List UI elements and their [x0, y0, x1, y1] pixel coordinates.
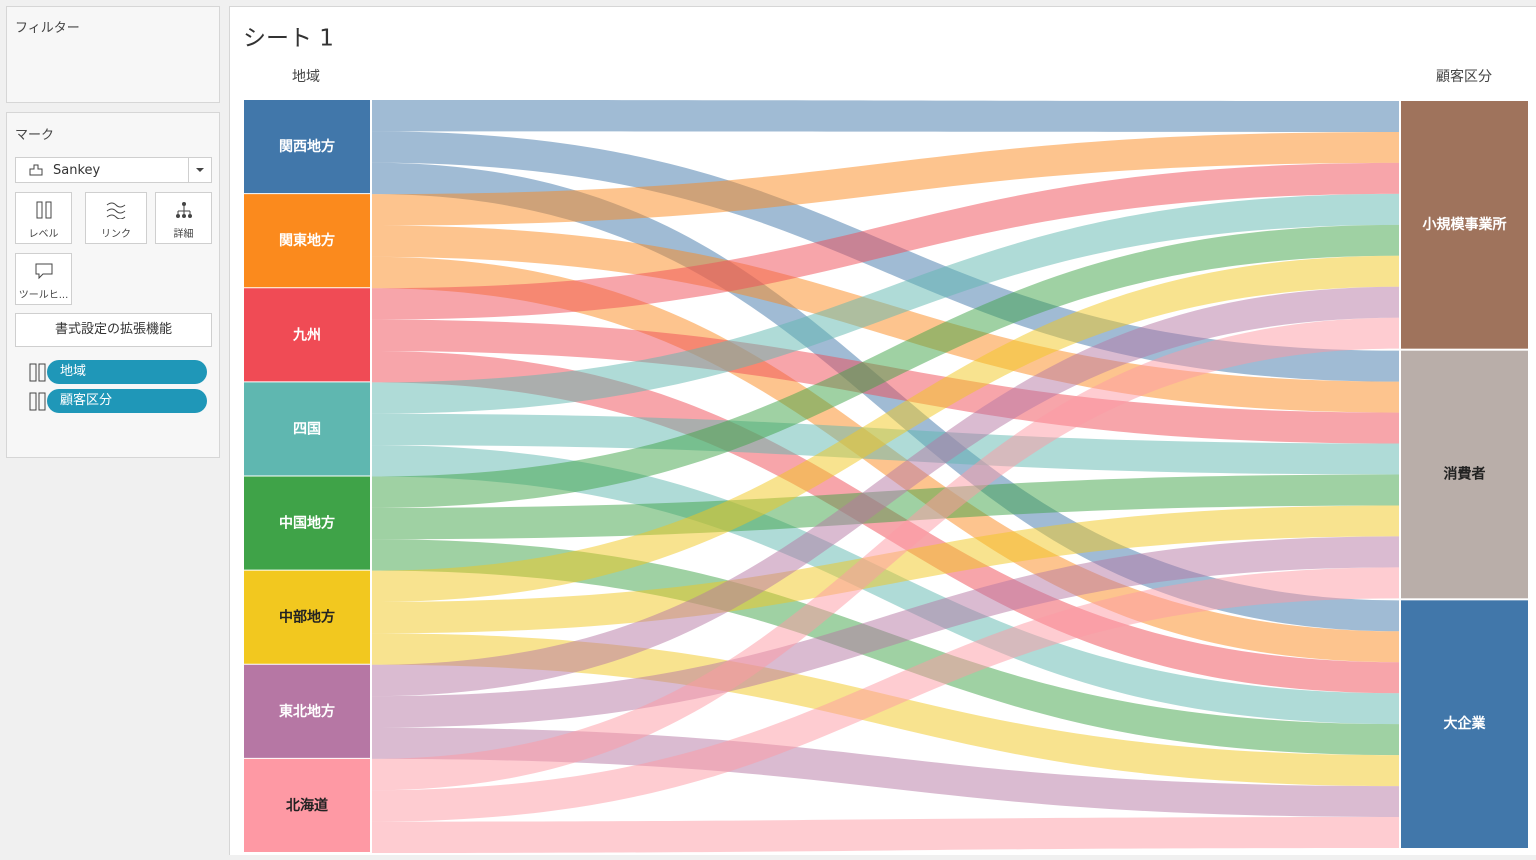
link: [372, 100, 1399, 132]
dropdown-arrow: [188, 158, 211, 182]
pill-icon: [29, 363, 46, 382]
source-node: [244, 194, 370, 288]
tooltip-label: ツールヒ...: [18, 290, 69, 301]
dropdown-arrow-icon: [196, 168, 204, 172]
link: [372, 317, 1399, 791]
source-header: 地域: [292, 69, 320, 85]
target-node: [1401, 101, 1528, 349]
link: [372, 131, 1399, 226]
sheet-panel: シート 1 地域 顧客区分 関西地方関東地方九州四国中国地方中部地方東北地方北海…: [229, 6, 1536, 855]
source-label: 中国地方: [279, 515, 335, 532]
target-node: [1401, 350, 1528, 599]
link: [372, 255, 1399, 602]
source-node: [244, 570, 370, 664]
source-node: [244, 476, 370, 570]
source-label: 東北地方: [279, 703, 335, 720]
target-node: [1401, 600, 1528, 848]
field-pill[interactable]: 顧客区分: [47, 389, 207, 413]
source-label: 北海道: [286, 797, 328, 814]
link: [372, 193, 1399, 414]
tooltip-button[interactable]: ツールヒ...: [15, 253, 72, 305]
level-label: レベル: [28, 229, 59, 240]
link: [372, 162, 1399, 320]
marks-card: マーク Sankey レベル リンク 詳細 ツールヒ... 書式設定の拡張機能 …: [6, 112, 220, 458]
target-label: 消費者: [1444, 466, 1486, 483]
chart-title: シート 1: [243, 26, 334, 52]
detail-label: 詳細: [173, 229, 194, 240]
source-node: [244, 382, 370, 476]
link-button[interactable]: リンク: [85, 192, 147, 244]
link: [372, 286, 1399, 697]
source-node: [244, 664, 370, 758]
target-label: 大企業: [1444, 715, 1487, 732]
links: [372, 100, 1399, 853]
mark-type-label: Sankey: [53, 163, 101, 178]
link: [372, 536, 1399, 728]
link: [372, 224, 1399, 508]
source-label: 四国: [293, 421, 321, 437]
mark-type-icon: [29, 164, 43, 176]
source-label: 関東地方: [279, 232, 335, 249]
link: [372, 567, 1399, 822]
link: [372, 727, 1399, 818]
detail-button[interactable]: 詳細: [155, 192, 212, 244]
format-extension-button[interactable]: 書式設定の拡張機能: [15, 313, 212, 347]
level-icon: [36, 201, 51, 219]
link: [372, 817, 1399, 853]
chart: シート 1 地域 顧客区分 関西地方関東地方九州四国中国地方中部地方東北地方北海…: [243, 26, 1528, 853]
source-node: [244, 288, 370, 382]
mark-type-dropdown[interactable]: Sankey: [15, 157, 212, 183]
pill-icon: [29, 392, 46, 411]
link-icon: [106, 202, 126, 219]
source-node: [244, 758, 370, 852]
link-label: リンク: [101, 229, 131, 240]
source-label: 中部地方: [279, 609, 335, 626]
source-label: 九州: [292, 327, 321, 343]
field-pill[interactable]: 地域: [47, 360, 207, 384]
marks-title: マーク: [15, 128, 55, 143]
level-button[interactable]: レベル: [15, 192, 72, 244]
detail-icon: [175, 202, 192, 218]
target-header: 顧客区分: [1436, 68, 1492, 85]
tooltip-icon: [35, 263, 52, 280]
source-label: 関西地方: [279, 138, 335, 155]
source-node: [244, 100, 370, 194]
filters-title: フィルター: [15, 21, 80, 36]
target-label: 小規模事業所: [1423, 216, 1507, 233]
filters-shelf: フィルター: [6, 6, 220, 103]
